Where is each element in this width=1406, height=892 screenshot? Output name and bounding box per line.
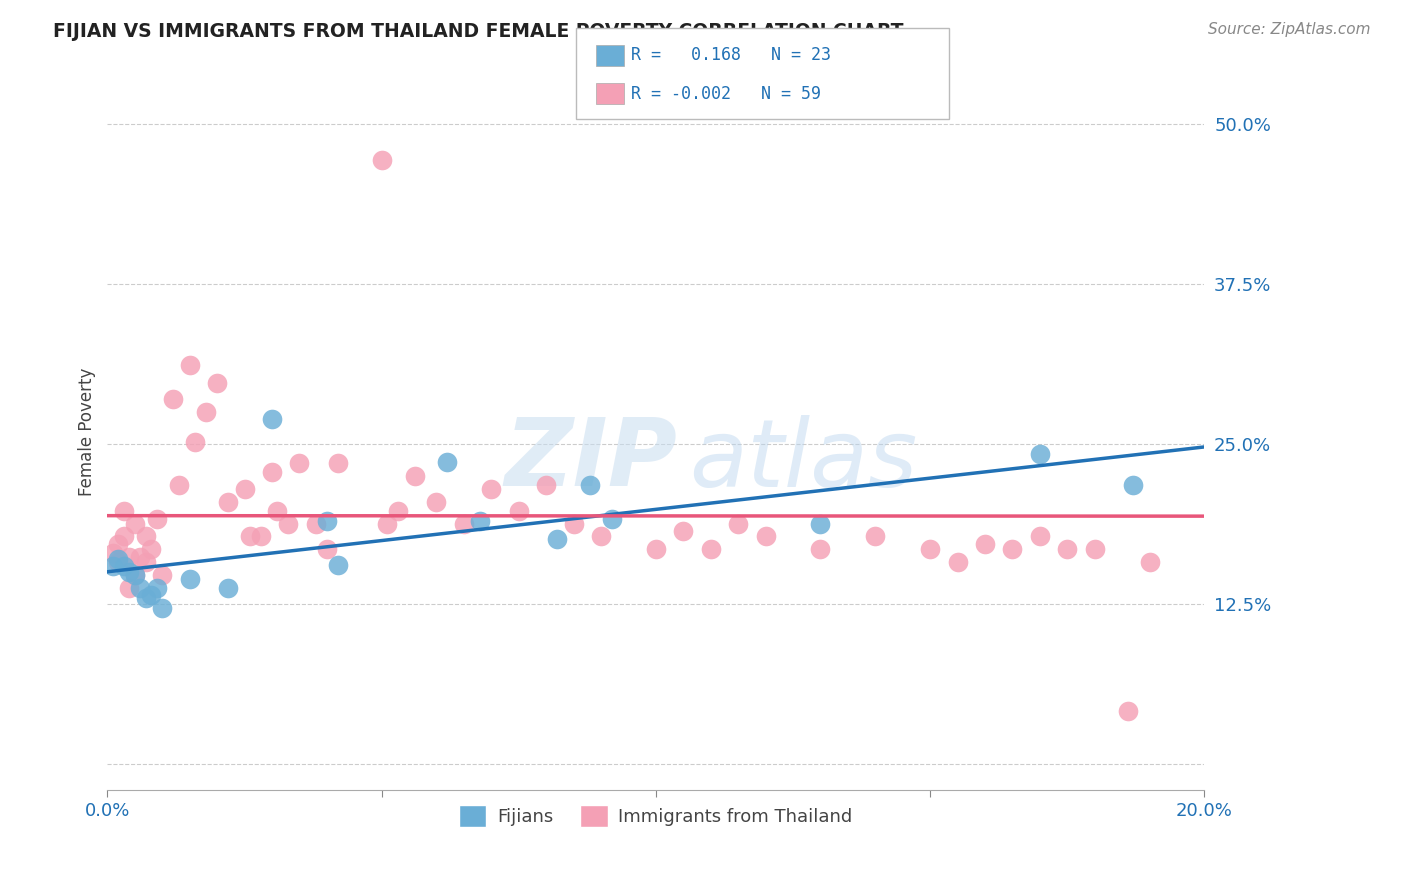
- Point: [755, 529, 778, 543]
- Point: [288, 457, 311, 471]
- Point: [315, 514, 337, 528]
- Point: [167, 478, 190, 492]
- Point: [425, 495, 447, 509]
- Point: [672, 524, 695, 539]
- Point: [135, 555, 157, 569]
- Point: [404, 469, 426, 483]
- Point: [217, 581, 239, 595]
- Point: [107, 555, 129, 569]
- Point: [326, 457, 349, 471]
- Point: [1122, 478, 1144, 492]
- Text: FIJIAN VS IMMIGRANTS FROM THAILAND FEMALE POVERTY CORRELATION CHART: FIJIAN VS IMMIGRANTS FROM THAILAND FEMAL…: [53, 22, 904, 41]
- Point: [150, 567, 173, 582]
- Point: [600, 511, 623, 525]
- Point: [135, 529, 157, 543]
- Point: [129, 549, 152, 564]
- Point: [266, 504, 288, 518]
- Point: [1029, 529, 1052, 543]
- Point: [1001, 542, 1024, 557]
- Point: [195, 405, 218, 419]
- Text: R = -0.002   N = 59: R = -0.002 N = 59: [631, 85, 821, 103]
- Point: [118, 566, 141, 580]
- Point: [184, 434, 207, 449]
- Point: [112, 558, 135, 573]
- Text: atlas: atlas: [689, 415, 917, 506]
- Point: [589, 529, 612, 543]
- Point: [727, 516, 749, 531]
- Point: [150, 601, 173, 615]
- Point: [315, 542, 337, 557]
- Point: [534, 478, 557, 492]
- Point: [700, 542, 723, 557]
- Point: [508, 504, 530, 518]
- Point: [101, 546, 124, 560]
- Point: [145, 511, 167, 525]
- Point: [546, 532, 568, 546]
- Point: [810, 516, 832, 531]
- Text: ZIP: ZIP: [505, 414, 678, 506]
- Point: [107, 537, 129, 551]
- Point: [1116, 704, 1139, 718]
- Point: [101, 558, 124, 573]
- Point: [370, 153, 392, 167]
- Point: [974, 537, 997, 551]
- Point: [305, 516, 328, 531]
- Point: [135, 591, 157, 605]
- Point: [326, 558, 349, 572]
- Point: [387, 504, 409, 518]
- Point: [205, 376, 228, 390]
- Point: [118, 549, 141, 564]
- Point: [644, 542, 666, 557]
- Point: [865, 529, 887, 543]
- Y-axis label: Female Poverty: Female Poverty: [79, 368, 96, 496]
- Point: [260, 411, 283, 425]
- Point: [479, 482, 502, 496]
- Point: [436, 455, 458, 469]
- Point: [141, 542, 163, 557]
- Point: [470, 514, 492, 528]
- Point: [112, 529, 135, 543]
- Point: [179, 358, 201, 372]
- Point: [946, 555, 969, 569]
- Point: [375, 516, 398, 531]
- Point: [277, 516, 299, 531]
- Point: [141, 588, 163, 602]
- Point: [129, 581, 152, 595]
- Point: [260, 466, 283, 480]
- Legend: Fijians, Immigrants from Thailand: Fijians, Immigrants from Thailand: [451, 798, 860, 835]
- Point: [239, 529, 262, 543]
- Point: [124, 567, 146, 582]
- Point: [579, 478, 602, 492]
- Text: R =   0.168   N = 23: R = 0.168 N = 23: [631, 46, 831, 64]
- Point: [217, 495, 239, 509]
- Point: [1056, 542, 1078, 557]
- Point: [112, 504, 135, 518]
- Point: [920, 542, 942, 557]
- Point: [118, 581, 141, 595]
- Point: [250, 529, 273, 543]
- Point: [124, 567, 146, 582]
- Point: [1029, 448, 1052, 462]
- Point: [453, 516, 475, 531]
- Point: [1084, 542, 1107, 557]
- Point: [810, 542, 832, 557]
- Point: [107, 552, 129, 566]
- Point: [179, 572, 201, 586]
- Text: Source: ZipAtlas.com: Source: ZipAtlas.com: [1208, 22, 1371, 37]
- Point: [562, 516, 585, 531]
- Point: [145, 581, 167, 595]
- Point: [124, 516, 146, 531]
- Point: [162, 392, 184, 407]
- Point: [1139, 555, 1161, 569]
- Point: [233, 482, 256, 496]
